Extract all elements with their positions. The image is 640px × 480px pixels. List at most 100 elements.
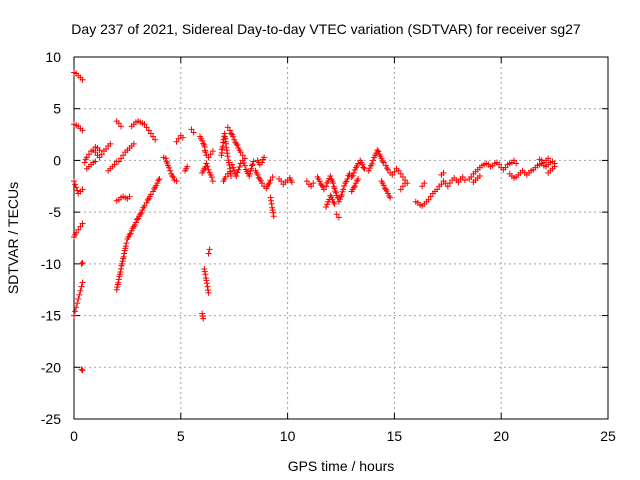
data-point — [119, 258, 126, 265]
data-point — [366, 165, 373, 172]
data-point — [203, 160, 210, 167]
data-point — [155, 177, 162, 184]
data-point — [208, 174, 215, 181]
data-point — [350, 184, 357, 191]
data-point — [150, 133, 157, 140]
data-point — [425, 196, 432, 203]
data-point — [119, 260, 126, 267]
data-point — [184, 163, 191, 170]
data-point — [74, 187, 81, 194]
data-point — [323, 203, 330, 210]
x-tick-label: 10 — [280, 428, 296, 444]
data-point — [258, 159, 265, 166]
data-point — [111, 161, 118, 168]
data-point — [175, 135, 182, 142]
data-point — [288, 179, 295, 186]
data-point — [384, 166, 391, 173]
x-tick-label: 15 — [387, 428, 403, 444]
data-point — [335, 214, 342, 221]
data-point — [203, 280, 210, 287]
data-point — [117, 266, 124, 273]
data-point — [359, 161, 366, 168]
data-point — [224, 170, 231, 177]
data-point — [378, 155, 385, 162]
data-point — [338, 192, 345, 199]
data-point — [85, 151, 92, 158]
data-point — [79, 220, 86, 227]
data-point — [137, 211, 144, 218]
data-point — [75, 296, 82, 303]
data-point — [250, 158, 257, 165]
data-point — [234, 142, 241, 149]
data-point — [162, 155, 169, 162]
data-point — [336, 196, 343, 203]
data-point — [545, 155, 552, 162]
data-point — [316, 178, 323, 185]
data-point — [79, 367, 86, 374]
y-tick-label: -20 — [41, 359, 61, 375]
data-point — [205, 154, 212, 161]
data-point — [421, 180, 428, 187]
data-point — [370, 157, 377, 164]
data-point — [227, 172, 234, 179]
data-point — [71, 178, 77, 185]
data-point — [333, 211, 340, 218]
data-point — [127, 230, 134, 237]
data-point — [201, 268, 208, 275]
data-point — [229, 161, 236, 168]
x-tick-label: 25 — [600, 428, 616, 444]
data-point — [122, 243, 129, 250]
data-point — [419, 183, 426, 190]
data-point — [461, 177, 468, 184]
data-point — [269, 173, 276, 180]
data-point — [96, 154, 103, 161]
data-point — [92, 158, 99, 165]
data-point — [446, 180, 453, 187]
data-point — [224, 150, 231, 157]
data-point — [74, 300, 81, 307]
data-point — [399, 183, 406, 190]
data-point — [201, 266, 208, 273]
data-point — [380, 159, 387, 166]
data-point — [375, 148, 382, 155]
data-point — [374, 147, 381, 154]
y-tick-label: -10 — [41, 256, 61, 272]
data-point — [126, 193, 133, 200]
data-point — [233, 172, 240, 179]
data-point — [224, 124, 231, 131]
data-point — [117, 123, 124, 130]
data-point — [249, 162, 255, 169]
data-point — [147, 130, 154, 137]
data-point — [331, 185, 338, 192]
grid-lines — [74, 57, 608, 419]
data-point — [200, 140, 207, 147]
data-point — [511, 157, 518, 164]
data-point — [199, 137, 206, 144]
y-tick-label: -25 — [41, 411, 61, 427]
data-point — [170, 174, 177, 181]
data-point — [72, 181, 79, 188]
data-point — [103, 146, 110, 153]
data-point — [330, 180, 337, 187]
data-point — [79, 127, 86, 134]
x-tick-label: 20 — [493, 428, 509, 444]
chart-title: Day 237 of 2021, Sidereal Day-to-day VTE… — [71, 21, 581, 37]
data-point — [397, 186, 404, 193]
data-point — [107, 140, 114, 147]
data-point — [76, 291, 83, 298]
data-point — [427, 193, 434, 200]
x-tick-labels: 0 5 10 15 20 25 — [70, 428, 616, 444]
data-point — [209, 178, 216, 185]
data-point — [145, 127, 152, 134]
data-point — [476, 172, 483, 179]
data-point — [269, 207, 276, 214]
y-tick-labels: -25 -20 -15 -10 -5 0 5 10 — [41, 49, 61, 427]
data-point — [73, 304, 80, 311]
data-point — [78, 260, 85, 267]
data-point — [77, 287, 84, 294]
y-tick-label: -5 — [49, 204, 62, 220]
data-point — [402, 180, 409, 187]
data-point — [134, 216, 141, 223]
data-point — [207, 151, 214, 158]
data-point — [397, 170, 404, 177]
